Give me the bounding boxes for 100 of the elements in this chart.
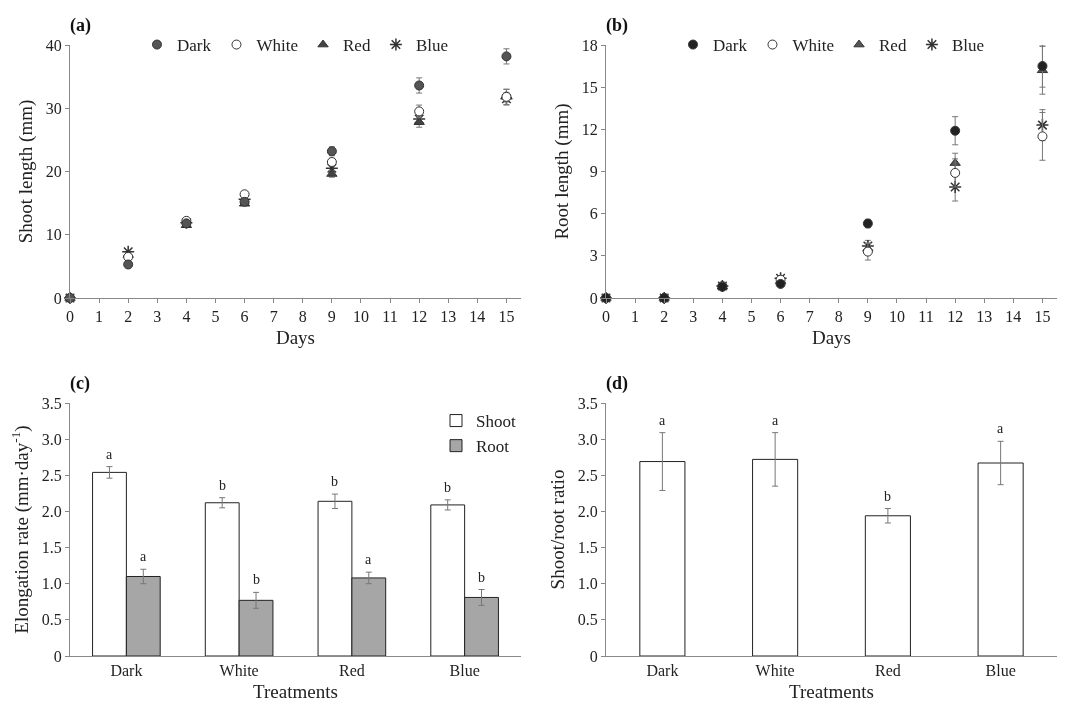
x-tick-label: 8 [298,308,307,326]
x-tick-label: Dark [646,662,679,680]
x-tick-label: 13 [976,308,993,326]
chart-title: (c) [70,373,90,394]
y-tick-label: 9 [589,163,598,181]
x-tick-label: 4 [718,308,727,326]
data-label: b [331,474,338,489]
y-tick-label: 3.5 [577,394,598,412]
x-tick-label: 7 [805,308,814,326]
x-tick-label: White [755,662,795,680]
x-tick-label: 12 [947,308,964,326]
x-axis-title: Treatments [253,681,338,702]
y-tick-label: 1.0 [41,575,62,593]
y-tick-label: 2.5 [41,466,62,484]
data-label: a [365,552,372,567]
x-tick-label: Blue [449,662,480,680]
data-label: a [659,413,666,428]
x-axis-title: Treatments [789,681,874,702]
x-tick-label: 12 [411,308,428,326]
legend-label: Root [476,437,510,457]
y-tick-label: 0 [589,647,598,665]
x-tick-label: 3 [153,308,162,326]
data-label: b [884,489,891,504]
data-label: b [478,570,485,585]
y-tick-label: 3.0 [41,430,62,448]
y-tick-label: 10 [45,226,62,244]
x-tick-label: 2 [124,308,133,326]
x-tick-label: 15 [1034,308,1051,326]
y-tick-label: 2.0 [577,503,598,521]
y-tick-label: 15 [581,78,598,96]
x-axis-title: Days [811,327,852,348]
y-tick-label: 3.0 [577,430,598,448]
x-tick-label: 14 [469,308,486,326]
x-tick-label: Red [874,662,901,680]
y-tick-label: 0.5 [41,611,62,629]
x-tick-label: Blue [985,662,1016,680]
chart-title: (d) [606,373,628,394]
y-tick-label: 0 [589,289,598,307]
x-tick-label: 9 [863,308,872,326]
y-tick-label: 40 [45,36,62,54]
y-axis-title: Shoot length (mm) [14,99,37,244]
y-tick-label: 3.5 [41,394,62,412]
y-tick-label: 12 [581,120,598,138]
legend-label: Dark [713,36,748,56]
data-label: b [253,572,260,587]
legend-label: Shoot [476,412,516,432]
y-tick-label: 1.5 [577,539,598,557]
x-tick-label: 6 [776,308,785,326]
x-tick-label: 5 [211,308,220,326]
data-label: a [772,413,779,428]
x-tick-label: 9 [327,308,336,326]
x-tick-label: 4 [182,308,191,326]
x-tick-label: 10 [352,308,369,326]
y-tick-label: 18 [581,36,598,54]
y-tick-label: 20 [45,163,62,181]
x-tick-label: 11 [382,308,398,326]
y-axis-title: Root length (mm) [550,103,573,240]
x-tick-label: 1 [95,308,104,326]
data-label: b [444,480,451,495]
legend-label: Blue [951,36,985,56]
x-tick-label: 7 [269,308,278,326]
legend-label: Dark [177,36,212,56]
x-tick-label: 0 [602,308,610,326]
y-axis-title: Shoot/root ratio [546,469,568,590]
x-tick-label: 6 [240,308,249,326]
chart-title: (b) [606,15,628,36]
x-tick-label: 5 [747,308,756,326]
legend-label: Red [879,36,907,56]
chart-title: (a) [70,15,91,36]
x-axis-title: Days [275,327,316,348]
data-label: b [219,478,226,493]
x-tick-label: Red [338,662,365,680]
y-tick-label: 1.0 [577,575,598,593]
y-tick-label: 0.5 [577,611,598,629]
y-tick-label: 30 [45,99,62,117]
x-tick-label: 2 [660,308,669,326]
x-tick-label: 8 [834,308,843,326]
x-tick-label: White [219,662,259,680]
y-tick-label: 2.0 [41,503,62,521]
y-tick-label: 1.5 [41,539,62,557]
x-tick-label: 14 [1005,308,1022,326]
legend-label: White [792,36,835,56]
legend-label: Red [343,36,371,56]
data-label: a [997,421,1004,436]
x-tick-label: 15 [498,308,515,326]
legend-label: Blue [415,36,449,56]
legend-label: White [256,36,299,56]
data-label: a [106,447,113,462]
y-tick-label: 2.5 [577,466,598,484]
y-tick-label: 0 [53,647,62,665]
y-tick-label: 6 [589,205,598,223]
x-tick-label: 3 [689,308,698,326]
x-tick-label: 10 [888,308,905,326]
x-tick-label: 13 [440,308,457,326]
y-tick-label: 3 [589,247,598,265]
x-tick-label: 11 [918,308,934,326]
x-tick-label: Dark [110,662,143,680]
x-tick-label: 1 [631,308,640,326]
data-label: a [140,549,147,564]
x-tick-label: 0 [66,308,74,326]
